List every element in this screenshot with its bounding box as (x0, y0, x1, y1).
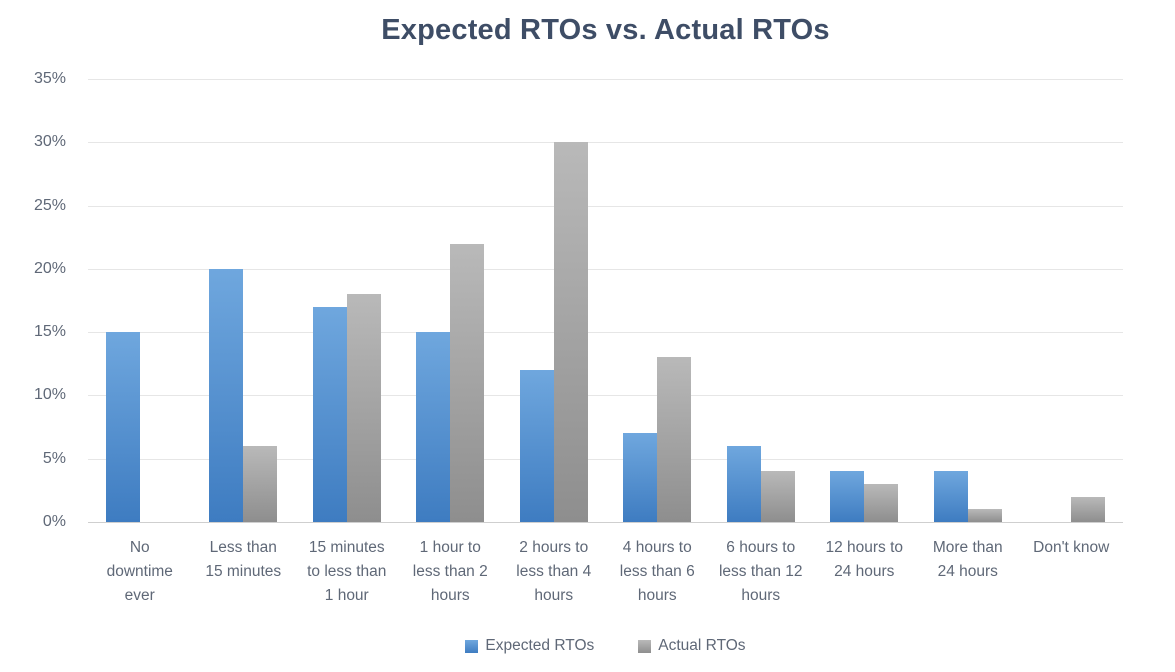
bar-expected-rtos (312, 306, 347, 522)
y-axis-tick-label: 15% (33, 323, 66, 341)
y-axis-tick-label: 25% (33, 196, 66, 214)
bar-expected-rtos (623, 433, 658, 522)
bar-expected-rtos (105, 332, 140, 522)
bar-actual-rtos (967, 509, 1002, 522)
category-group (1020, 79, 1124, 522)
bar-actual-rtos (346, 294, 381, 522)
gridline (88, 458, 1123, 460)
gridline (88, 332, 1123, 334)
legend-label-actual-rtos: Actual RTOs (658, 637, 746, 654)
bar-expected-rtos (933, 471, 968, 522)
x-axis-category-label: More than 24 hours (932, 539, 1003, 580)
gridline (88, 79, 1123, 80)
bar-expected-rtos (726, 446, 761, 522)
category-group (916, 79, 1020, 522)
y-axis-tick-label: 30% (33, 133, 66, 151)
x-axis-category-label: Less than 15 minutes (205, 539, 282, 580)
plot-area: 0% 5% 10% 15% 20% 25% 30% 35% (34, 70, 1124, 530)
x-axis-category-label: 1 hour to less than 2 hours (412, 539, 488, 604)
legend-item-expected-rtos: Expected RTOs (465, 637, 594, 655)
bar-expected-rtos (209, 268, 244, 522)
bar-expected-rtos (416, 332, 451, 522)
legend-swatch-actual-rtos-icon (638, 639, 652, 653)
category-group (88, 79, 192, 522)
bar-actual-rtos (864, 484, 899, 522)
y-axis-tick-label: 20% (33, 259, 66, 277)
category-group (813, 79, 917, 522)
legend: Expected RTOs Actual RTOs (88, 637, 1123, 655)
category-group (606, 79, 710, 522)
y-axis-tick-label: 10% (33, 386, 66, 404)
category-group (502, 79, 606, 522)
gridline (88, 142, 1123, 144)
x-axis-category-label: 6 hours to less than 12 hours (718, 539, 803, 604)
gridline (88, 395, 1123, 397)
legend-item-actual-rtos: Actual RTOs (638, 637, 746, 655)
x-axis-line (88, 522, 1123, 523)
legend-label-expected-rtos: Expected RTOs (485, 637, 595, 654)
y-axis-tick-label: 35% (33, 70, 66, 87)
x-axis-category-label: Don't know (1033, 539, 1110, 556)
x-axis-labels: No downtime ever Less than 15 minutes 15 minu… (88, 536, 1123, 612)
bar-actual-rtos (553, 142, 588, 522)
chart-title: Expected RTOs vs. Actual RTOs (381, 14, 830, 46)
legend-swatch-expected-rtos-icon (465, 639, 479, 653)
y-axis-tick-label: 5% (42, 449, 66, 467)
y-axis-tick-label: 0% (42, 513, 66, 530)
bar-actual-rtos (243, 446, 278, 522)
gridline (88, 268, 1123, 270)
bar-actual-rtos (1071, 496, 1106, 522)
bar-actual-rtos (450, 243, 485, 522)
gridline (88, 205, 1123, 207)
bar-actual-rtos (657, 357, 692, 522)
bar-expected-rtos (830, 471, 865, 522)
x-axis-category-label: 15 minutes to less than 1 hour (307, 539, 387, 604)
x-axis-category-label: 2 hours to less than 4 hours (516, 539, 592, 604)
bar-expected-rtos (519, 370, 554, 522)
bar-actual-rtos (760, 471, 795, 522)
category-group (709, 79, 813, 522)
x-axis-category-label: No downtime ever (106, 539, 173, 604)
x-axis-category-label: 12 hours to 24 hours (825, 539, 904, 580)
category-group (399, 79, 503, 522)
category-group (192, 79, 296, 522)
x-axis-category-label: 4 hours to less than 6 hours (619, 539, 695, 604)
category-group (295, 79, 399, 522)
